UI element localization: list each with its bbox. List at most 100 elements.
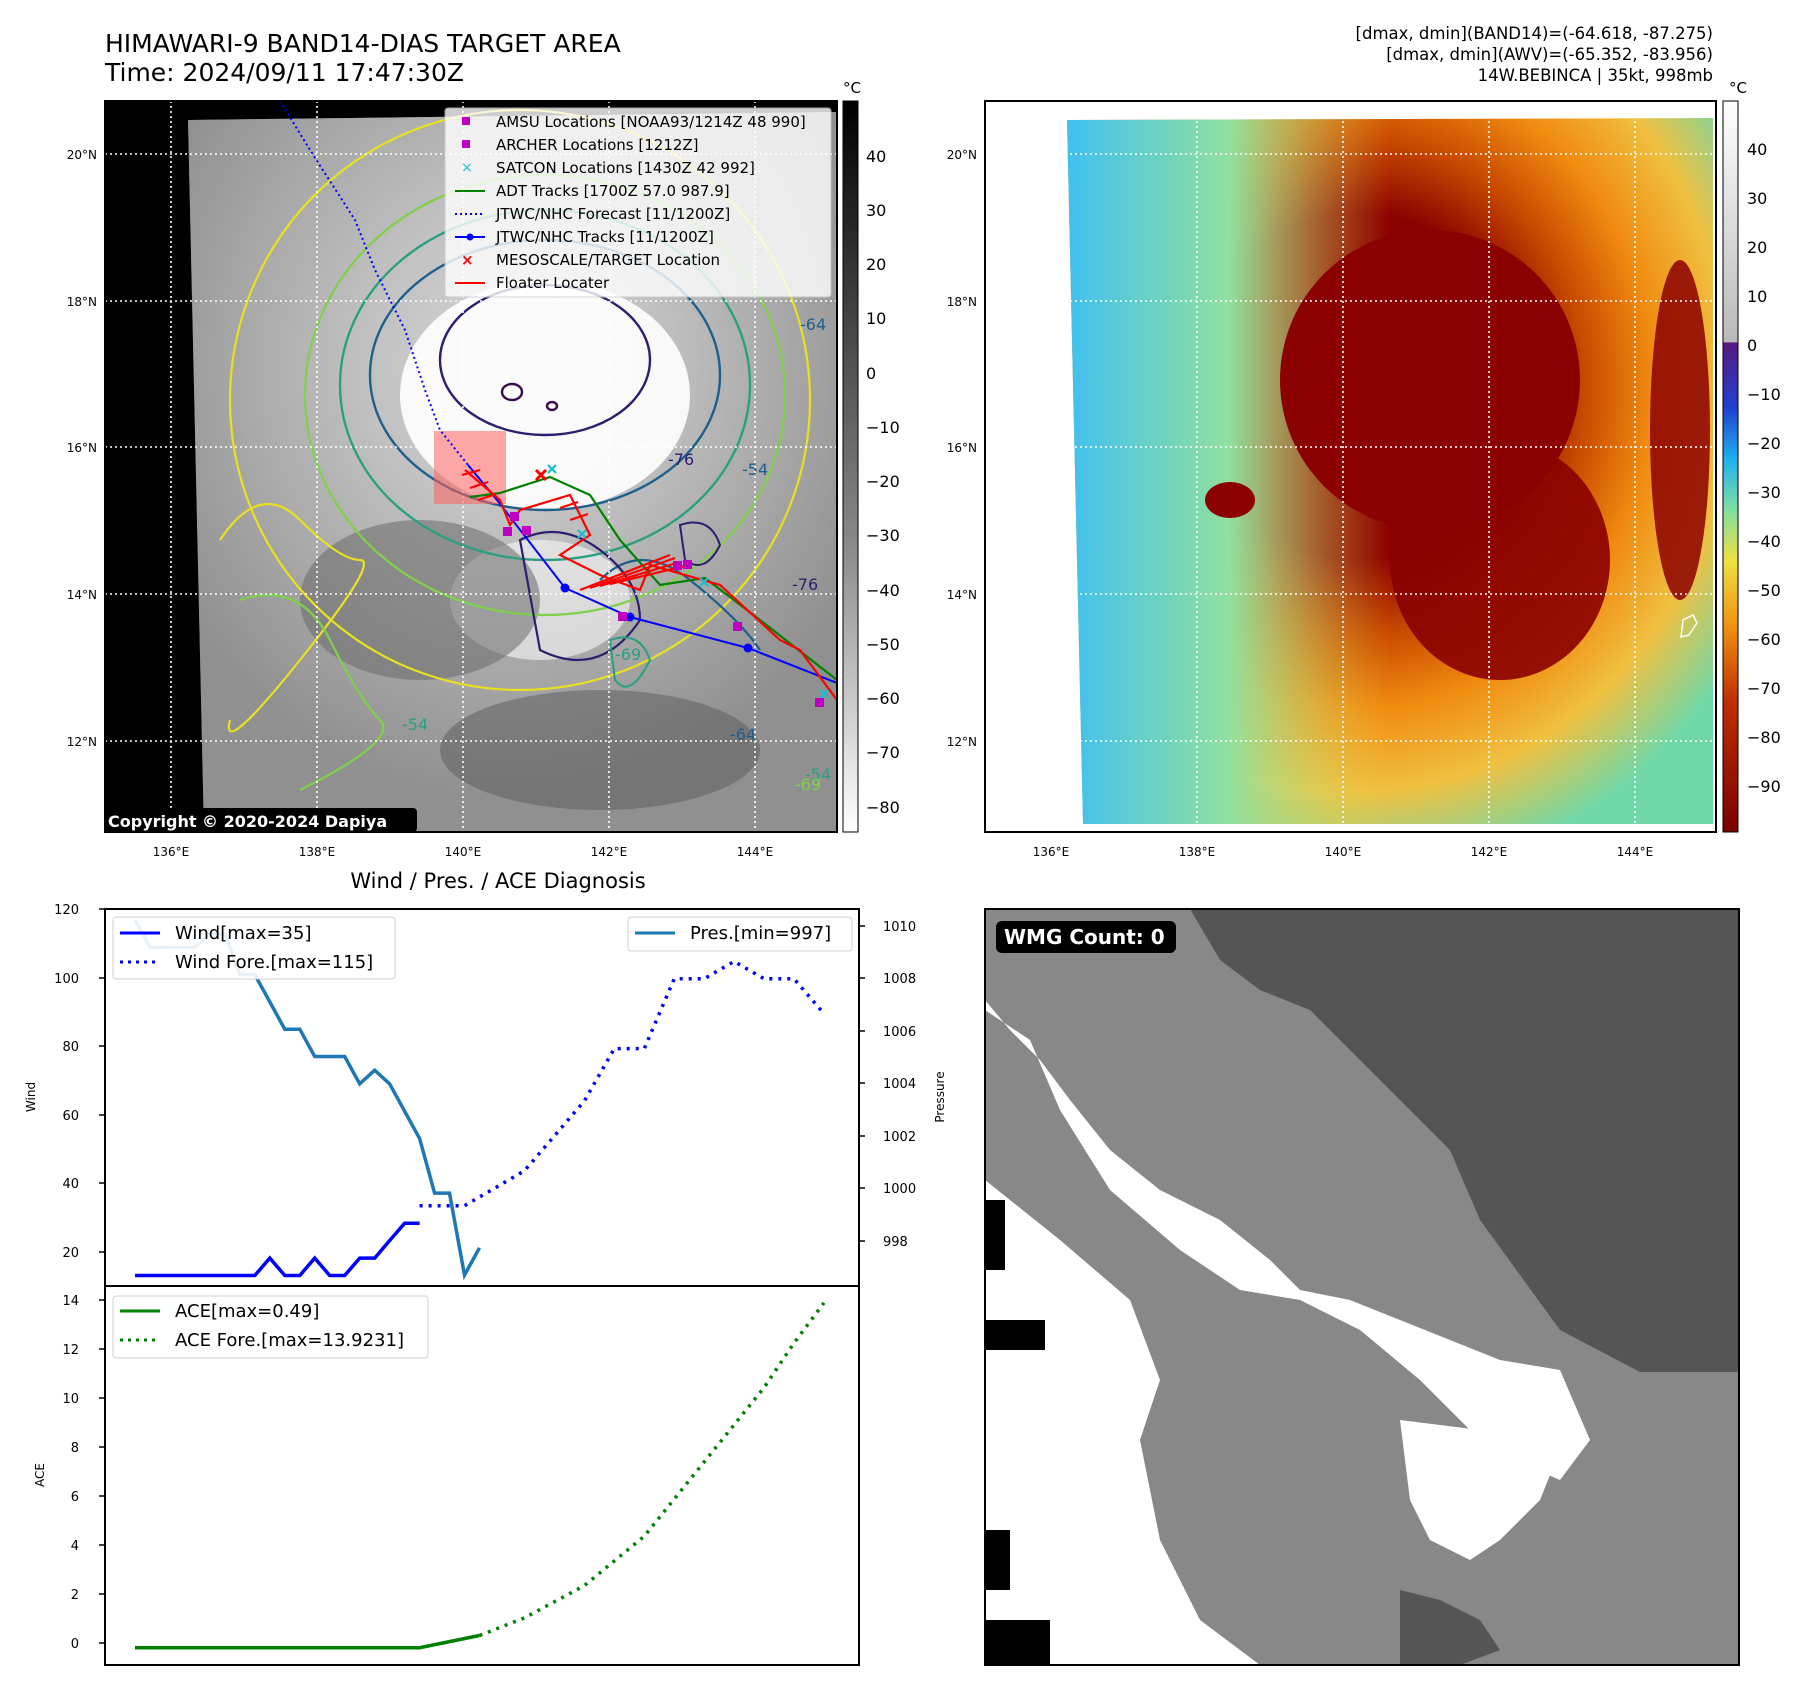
svg-text:140°E: 140°E bbox=[1325, 845, 1362, 859]
svg-text:−40: −40 bbox=[1747, 532, 1781, 551]
legend-label: ACE Fore.[max=13.9231] bbox=[175, 1330, 404, 1351]
legend-label: JTWC/NHC Forecast [11/1200Z] bbox=[495, 205, 730, 223]
legend-label: Wind Fore.[max=115] bbox=[175, 952, 373, 973]
svg-text:136°E: 136°E bbox=[153, 845, 190, 859]
right-colorbar-unit: °C bbox=[1729, 79, 1747, 97]
diagnosis-panel: Wind / Pres. / ACE Diagnosis Wind Pressu… bbox=[24, 869, 947, 1666]
svg-text:1004: 1004 bbox=[883, 1077, 916, 1092]
contour-label: -64 bbox=[800, 315, 826, 334]
diagnosis-title: Wind / Pres. / ACE Diagnosis bbox=[350, 869, 645, 893]
svg-text:−60: −60 bbox=[866, 689, 900, 708]
legend-marker-archer bbox=[462, 140, 470, 148]
pressure-ylabel: Pressure bbox=[933, 1071, 947, 1122]
svg-text:10: 10 bbox=[1747, 287, 1767, 306]
svg-text:18°N: 18°N bbox=[67, 295, 97, 309]
legend-marker-target: × bbox=[461, 251, 474, 269]
svg-text:1008: 1008 bbox=[883, 972, 916, 987]
svg-text:18°N: 18°N bbox=[947, 295, 977, 309]
contour-label: -76 bbox=[792, 575, 818, 594]
svg-text:12: 12 bbox=[62, 1343, 79, 1358]
svg-text:144°E: 144°E bbox=[737, 845, 774, 859]
svg-text:−30: −30 bbox=[1747, 483, 1781, 502]
svg-text:−20: −20 bbox=[1747, 434, 1781, 453]
svg-text:−10: −10 bbox=[1747, 385, 1781, 404]
svg-text:20: 20 bbox=[62, 1246, 79, 1261]
contour-label: -76 bbox=[668, 450, 694, 469]
svg-text:1010: 1010 bbox=[883, 920, 916, 935]
jtwc-forecast-track bbox=[279, 101, 469, 466]
svg-text:−50: −50 bbox=[1747, 581, 1781, 600]
left-map-frame bbox=[104, 100, 838, 833]
svg-text:−40: −40 bbox=[866, 581, 900, 600]
ace-ticks: 14 12 10 8 6 4 2 0 bbox=[62, 1294, 79, 1652]
left-lat-ticks: 20°N 18°N 16°N 14°N 12°N bbox=[67, 148, 97, 749]
ace-ylabel: ACE bbox=[33, 1463, 47, 1487]
svg-text:−70: −70 bbox=[1747, 679, 1781, 698]
legend-marker-satcon: × bbox=[461, 160, 473, 176]
wind-legend: Wind[max=35] Wind Fore.[max=115] bbox=[112, 916, 396, 980]
pressure-ticks: 1010 1008 1006 1004 1002 1000 998 bbox=[883, 920, 916, 1250]
svg-text:998: 998 bbox=[883, 1235, 908, 1250]
legend-label: AMSU Locations [NOAA93/1214Z 48 990] bbox=[496, 113, 806, 131]
copyright-label: Copyright © 2020-2024 Dapiya bbox=[108, 812, 387, 831]
svg-text:−80: −80 bbox=[866, 798, 900, 817]
wmg-count-label: WMG Count: 0 bbox=[1004, 925, 1165, 949]
pressure-legend: Pres.[min=997] bbox=[627, 916, 853, 952]
svg-text:144°E: 144°E bbox=[1617, 845, 1654, 859]
svg-text:14°N: 14°N bbox=[67, 588, 97, 602]
svg-text:−20: −20 bbox=[866, 472, 900, 491]
contour-label: -54 bbox=[805, 765, 831, 784]
svg-text:138°E: 138°E bbox=[299, 845, 336, 859]
floater-locater bbox=[464, 469, 837, 701]
svg-text:10: 10 bbox=[62, 1392, 79, 1407]
svg-text:30: 30 bbox=[866, 201, 886, 220]
amsu-archer-markers bbox=[503, 512, 824, 707]
band14-range: [dmax, dmin](BAND14)=(-64.618, -87.275) bbox=[1356, 24, 1713, 43]
contour-label: -69 bbox=[615, 645, 641, 664]
svg-text:0: 0 bbox=[866, 364, 876, 383]
wmg-dark-region bbox=[1190, 909, 1739, 1372]
legend-label: SATCON Locations [1430Z 42 992] bbox=[496, 159, 755, 177]
svg-text:100: 100 bbox=[54, 972, 79, 987]
legend-label: MESOSCALE/TARGET Location bbox=[496, 251, 720, 269]
legend-label: JTWC/NHC Tracks [11/1200Z] bbox=[495, 228, 714, 246]
legend-label: ADT Tracks [1700Z 57.0 987.9] bbox=[496, 182, 730, 200]
svg-text:20°N: 20°N bbox=[947, 148, 977, 162]
legend-label: ARCHER Locations [1212Z] bbox=[496, 136, 699, 154]
contour-label: -64 bbox=[730, 725, 756, 744]
svg-text:60: 60 bbox=[62, 1109, 79, 1124]
right-map-panel: 20°N 18°N 16°N 14°N 12°N 136°E 138°E 140… bbox=[947, 79, 1781, 859]
wind-line-forecast bbox=[419, 959, 826, 1208]
svg-text:−50: −50 bbox=[866, 635, 900, 654]
contour-label: -54 bbox=[742, 460, 768, 479]
wind-ylabel: Wind bbox=[24, 1082, 38, 1112]
svg-text:4: 4 bbox=[71, 1539, 79, 1554]
svg-text:40: 40 bbox=[62, 1177, 79, 1192]
legend-label: Floater Locater bbox=[496, 274, 610, 292]
contour-label: -69 bbox=[795, 775, 821, 794]
svg-text:1002: 1002 bbox=[883, 1130, 916, 1145]
svg-text:20: 20 bbox=[1747, 238, 1767, 257]
left-map-panel: -64 -76 -54 -76 -54 -69 -54 -64 -69 bbox=[67, 79, 900, 859]
target-marker bbox=[534, 468, 548, 482]
svg-text:−90: −90 bbox=[1747, 777, 1781, 796]
right-colorbar-ticks: 40 30 20 10 0 −10 −20 −30 −40 −50 −60 −7… bbox=[1747, 140, 1781, 796]
contour-label: -54 bbox=[402, 715, 428, 734]
wmg-frame bbox=[984, 908, 1740, 1666]
svg-text:−30: −30 bbox=[866, 526, 900, 545]
svg-text:138°E: 138°E bbox=[1179, 845, 1216, 859]
ace-line bbox=[135, 1633, 480, 1650]
svg-text:40: 40 bbox=[1747, 140, 1767, 159]
svg-text:136°E: 136°E bbox=[1033, 845, 1070, 859]
svg-text:0: 0 bbox=[1747, 336, 1757, 355]
storm-info: 14W.BEBINCA | 35kt, 998mb bbox=[1478, 66, 1713, 85]
svg-text:142°E: 142°E bbox=[1471, 845, 1508, 859]
legend-marker-amsu bbox=[462, 117, 470, 125]
svg-text:142°E: 142°E bbox=[591, 845, 628, 859]
jtwc-track-points bbox=[560, 583, 753, 653]
svg-text:16°N: 16°N bbox=[947, 441, 977, 455]
svg-text:−70: −70 bbox=[866, 743, 900, 762]
left-colorbar bbox=[842, 100, 859, 833]
map-legend: AMSU Locations [NOAA93/1214Z 48 990] ARC… bbox=[444, 107, 832, 298]
satcon-markers bbox=[547, 464, 829, 699]
